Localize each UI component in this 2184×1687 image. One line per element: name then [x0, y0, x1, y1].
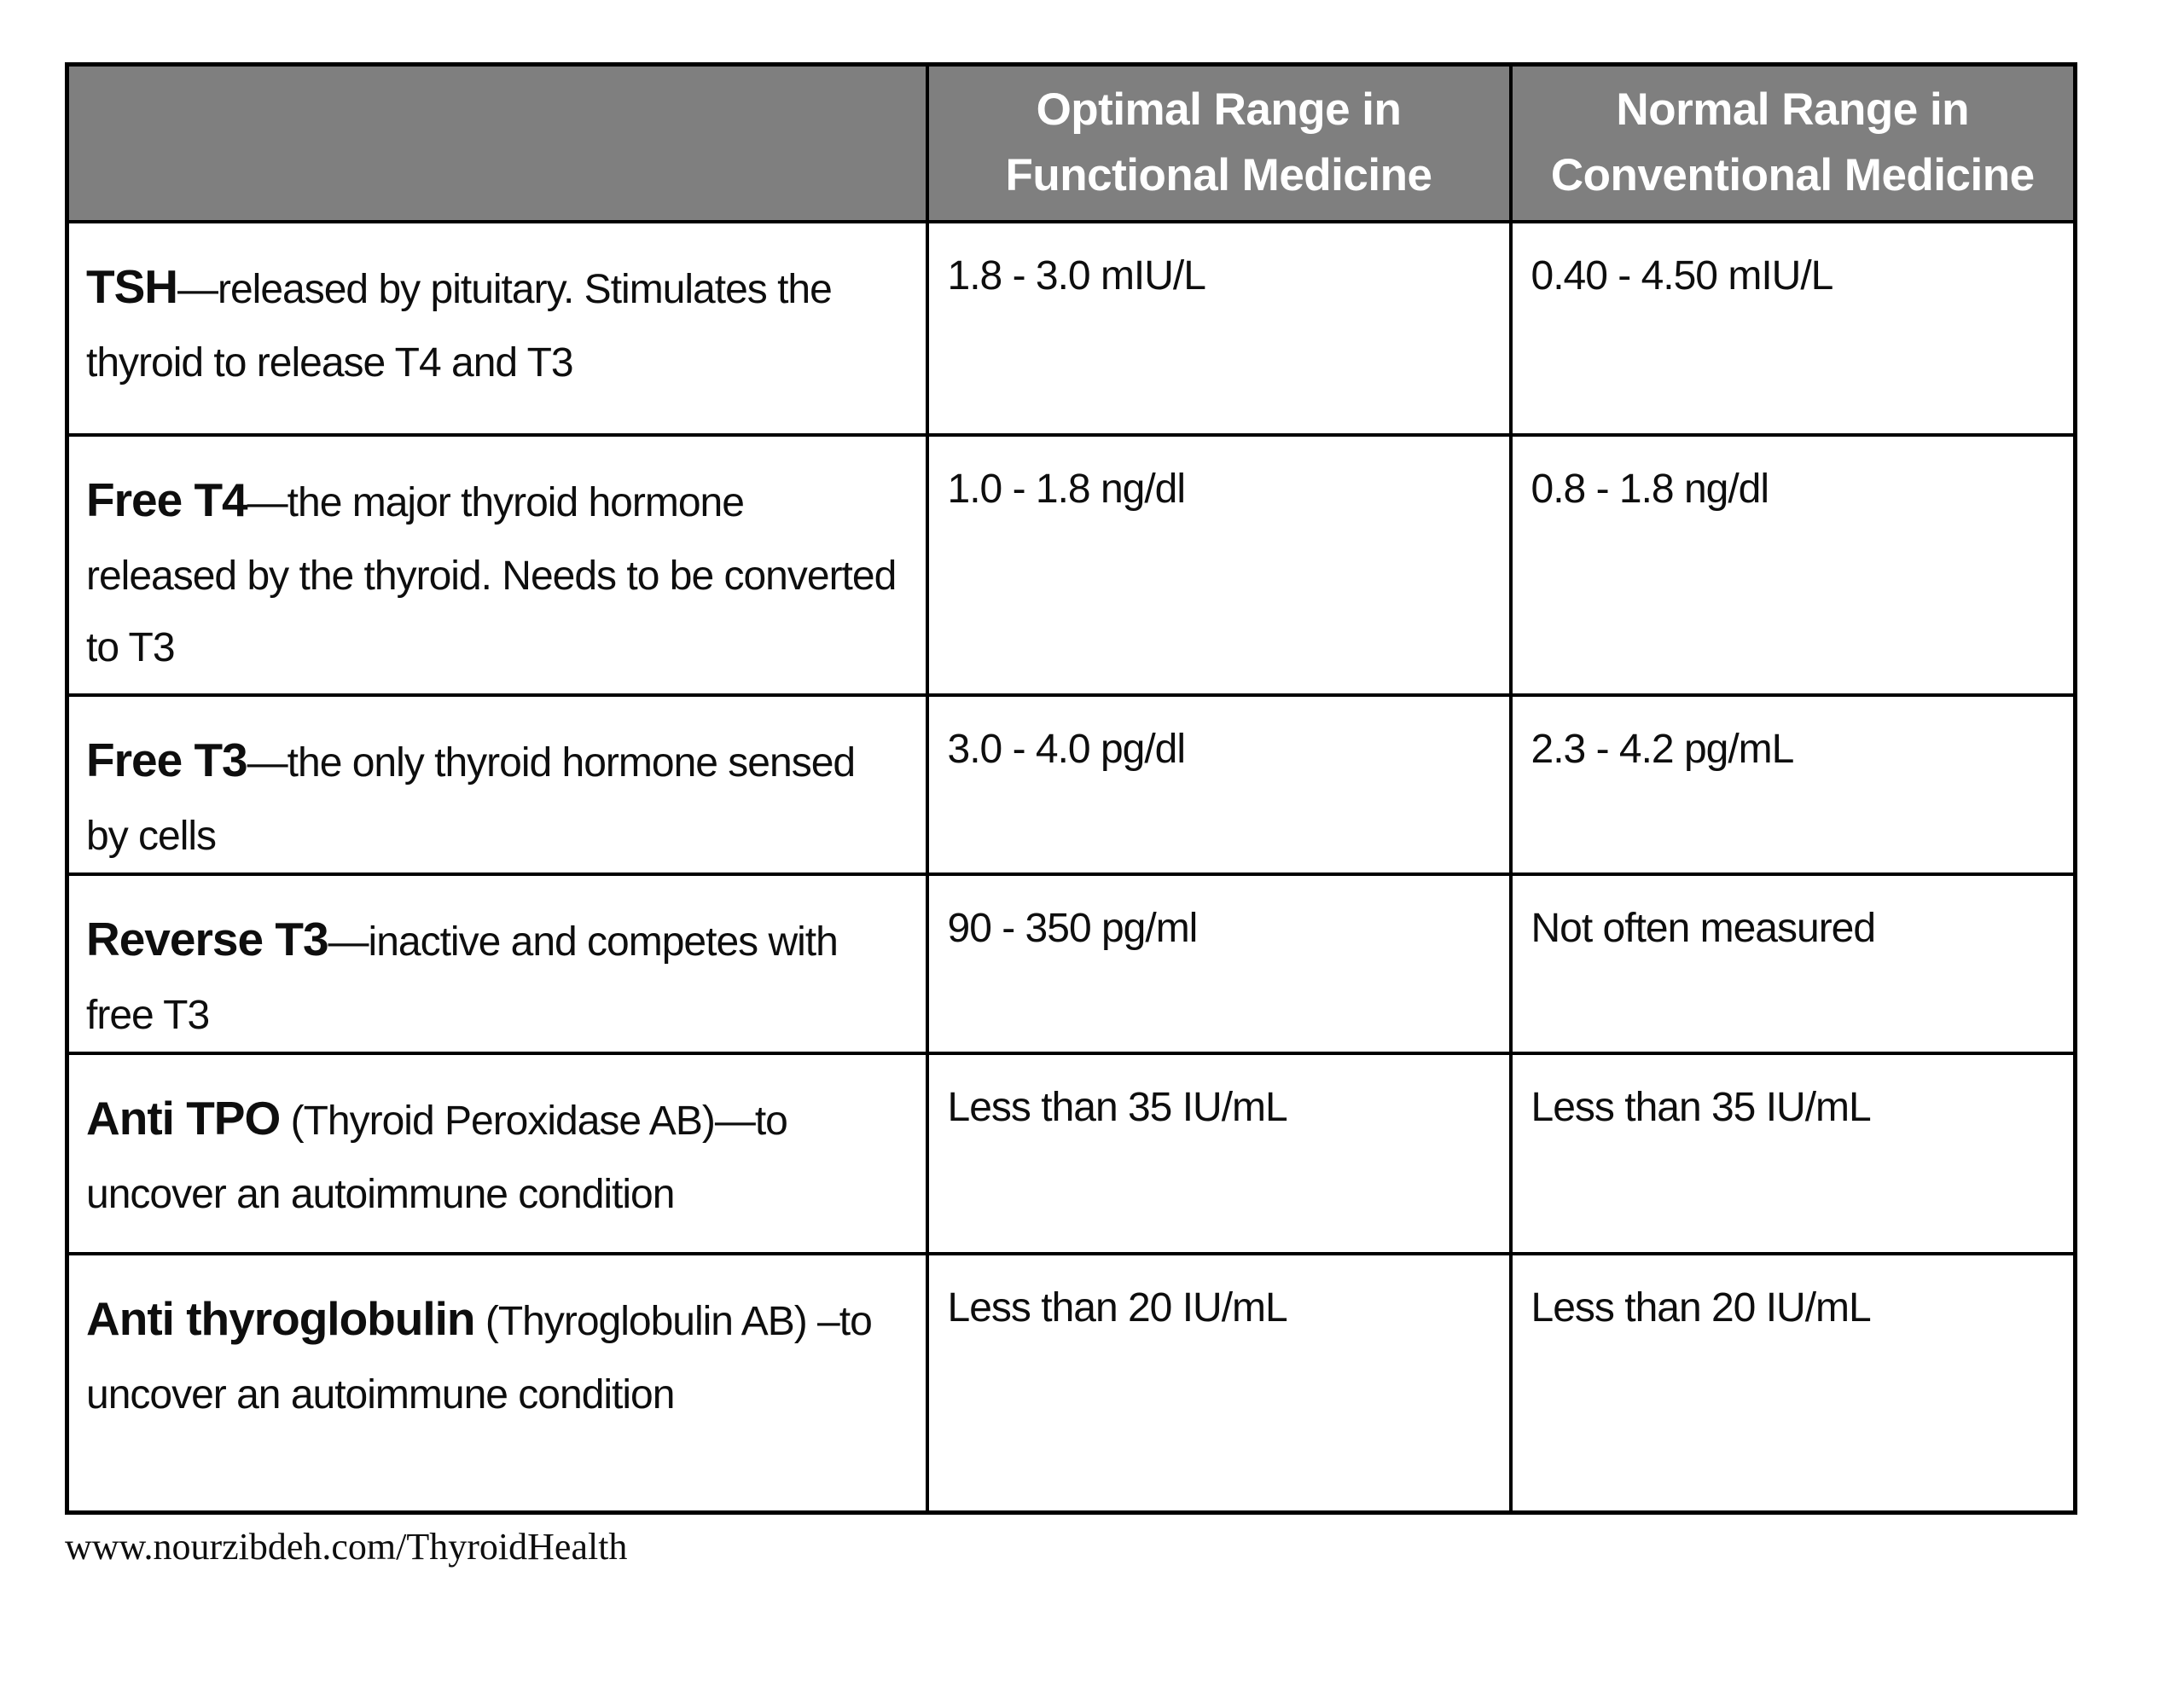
test-name-cell: Free T3—the only thyroid hormone sensed …	[65, 693, 929, 876]
optimal-range-cell: Less than 20 IU/mL	[925, 1252, 1513, 1514]
header-row: Optimal Range in Functional Medicine Nor…	[65, 62, 2077, 223]
test-name-cell: Free T4—the major thyroid hormone releas…	[65, 432, 929, 697]
test-description: —the only thyroid hormone sensed by cell…	[86, 739, 856, 859]
table-row-tsh: TSH—released by pituitary. Stimulates th…	[65, 219, 2077, 437]
normal-range-cell: Less than 20 IU/mL	[1508, 1252, 2077, 1514]
optimal-range-cell: Less than 35 IU/mL	[925, 1052, 1513, 1255]
test-term: Anti thyroglobulin	[86, 1292, 476, 1345]
header-cell-optimal-range: Optimal Range in Functional Medicine	[925, 62, 1513, 223]
test-name-cell: Reverse T3—inactive and competes with fr…	[65, 872, 929, 1056]
website-url: www.nourzibdeh.com/ThyroidHealth	[65, 1526, 628, 1568]
table-row-reverse-t3: Reverse T3—inactive and competes with fr…	[65, 872, 2077, 1056]
header-cell-test	[65, 62, 929, 223]
normal-range-cell: 2.3 - 4.2 pg/mL	[1508, 693, 2077, 876]
test-description: (Thyroglobulin AB) –to uncover an autoim…	[86, 1299, 873, 1418]
table-row-anti-thyroglobulin: Anti thyroglobulin (Thyroglobulin AB) –t…	[65, 1252, 2077, 1514]
header-cell-normal-range: Normal Range in Conventional Medicine	[1508, 62, 2077, 223]
optimal-range-cell: 3.0 - 4.0 pg/dl	[925, 693, 1513, 876]
test-description: —inactive and competes with free T3	[86, 919, 839, 1038]
table-row-free-t3: Free T3—the only thyroid hormone sensed …	[65, 693, 2077, 876]
normal-range-cell: Less than 35 IU/mL	[1508, 1052, 2077, 1255]
optimal-range-cell: 1.0 - 1.8 ng/dl	[925, 432, 1513, 697]
test-term: Free T4	[86, 472, 248, 526]
test-description: —the major thyroid hormone released by t…	[86, 479, 897, 670]
table-row-free-t4: Free T4—the major thyroid hormone releas…	[65, 432, 2077, 697]
normal-range-cell: 0.40 - 4.50 mIU/L	[1508, 219, 2077, 437]
optimal-range-cell: 90 - 350 pg/ml	[925, 872, 1513, 1056]
normal-range-cell: 0.8 - 1.8 ng/dl	[1508, 432, 2077, 697]
test-name-cell: Anti thyroglobulin (Thyroglobulin AB) –t…	[65, 1252, 929, 1514]
test-description: —released by pituitary. Stimulates the t…	[86, 266, 833, 386]
normal-range-cell: Not often measured	[1508, 872, 2077, 1056]
test-term: Free T3	[86, 733, 248, 786]
test-name-cell: Anti TPO (Thyroid Peroxidase AB)—to unco…	[65, 1052, 929, 1255]
test-term: TSH	[86, 259, 178, 313]
test-description: (Thyroid Peroxidase AB)—to uncover an au…	[86, 1099, 788, 1218]
test-name-cell: TSH—released by pituitary. Stimulates th…	[65, 219, 929, 437]
optimal-range-cell: 1.8 - 3.0 mIU/L	[925, 219, 1513, 437]
test-term: Reverse T3	[86, 912, 329, 965]
table-row-anti-tpo: Anti TPO (Thyroid Peroxidase AB)—to unco…	[65, 1052, 2077, 1255]
test-term: Anti TPO	[86, 1092, 281, 1145]
thyroid-ranges-table: Optimal Range in Functional Medicine Nor…	[65, 62, 2077, 1515]
